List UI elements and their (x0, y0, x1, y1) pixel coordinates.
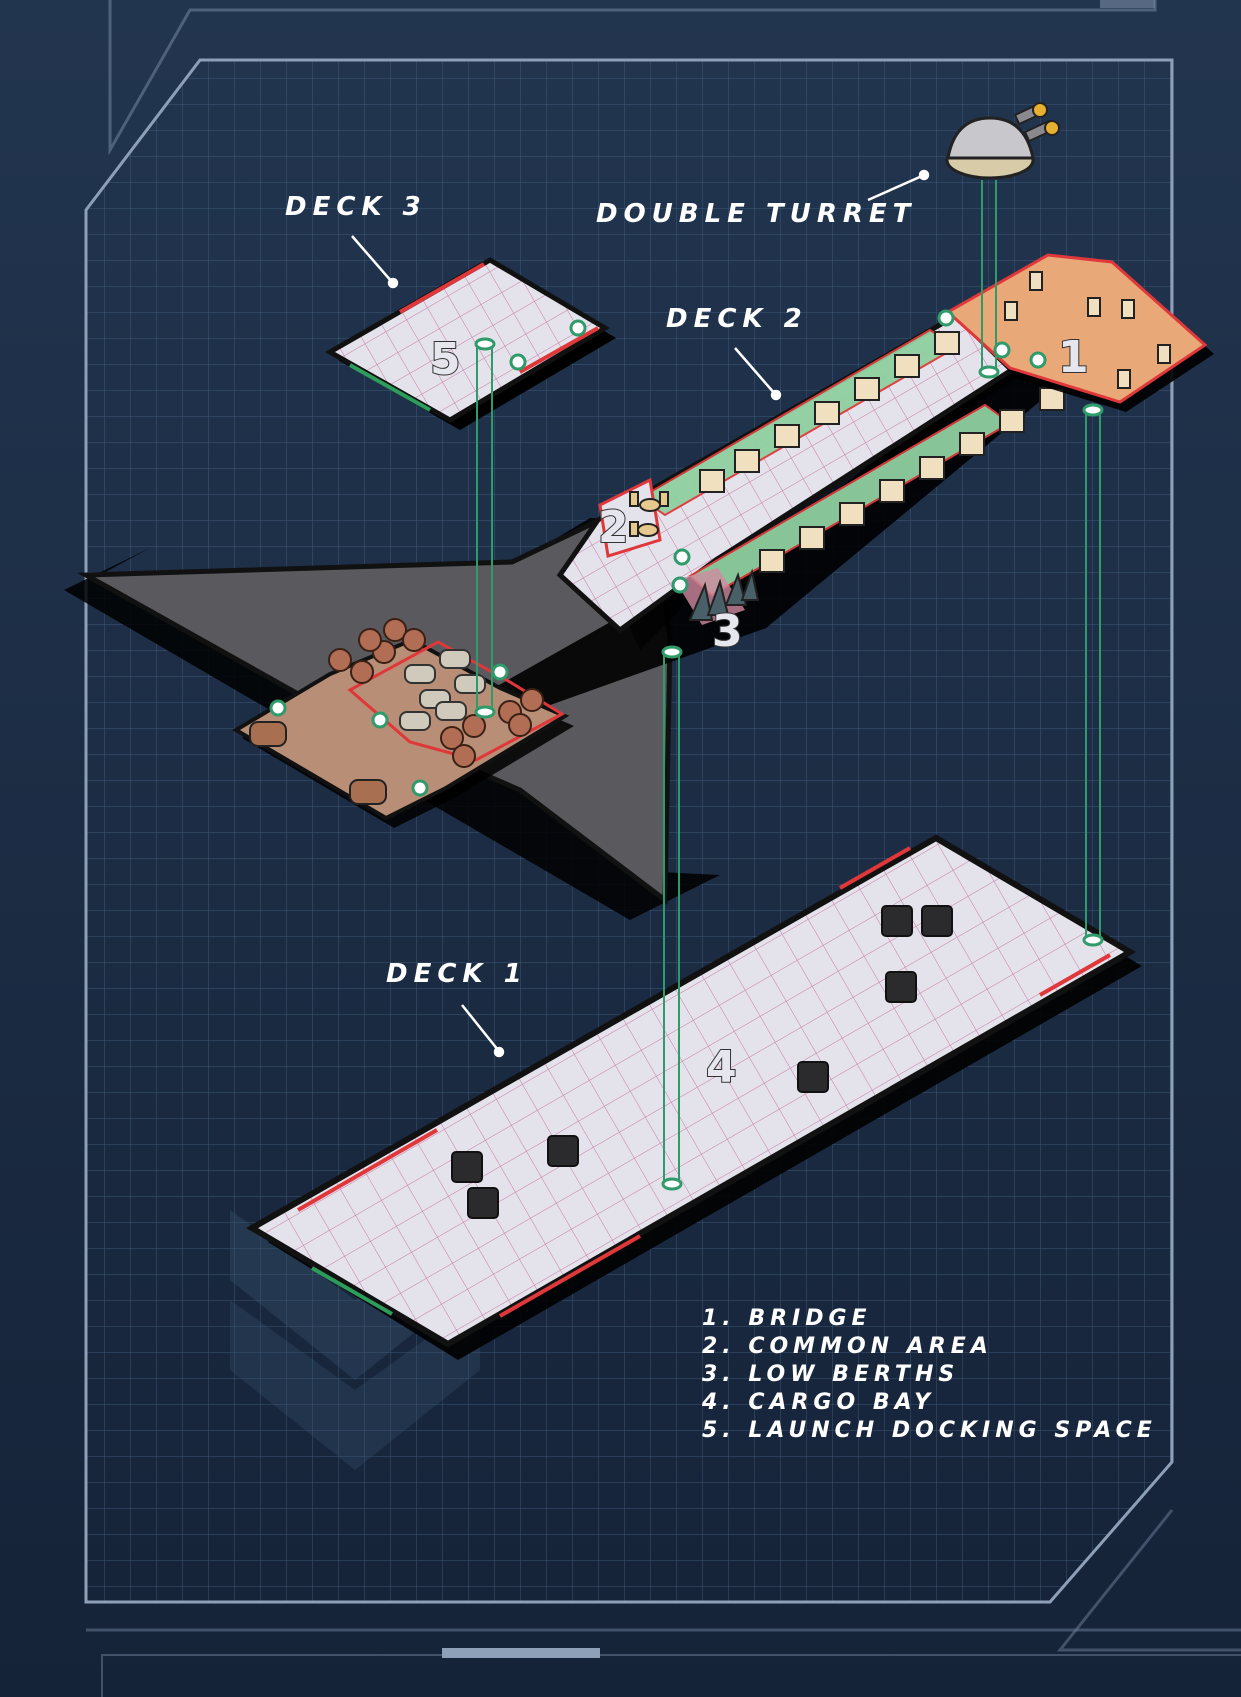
deck-3-label: DECK 3 (285, 192, 427, 222)
legend-item-common-area: 2. COMMON AREA (702, 1334, 993, 1359)
legend-item-bridge: 1. BRIDGE (702, 1306, 872, 1331)
bunks (699, 331, 1065, 573)
deck-2-label: DECK 2 (666, 304, 808, 334)
frame-tab (1100, 0, 1155, 8)
legend: 1. BRIDGE 2. COMMON AREA 3. LOW BERTHS 4… (701, 1306, 1157, 1443)
frame-corner-br (1056, 1509, 1241, 1652)
thrusters (249, 721, 387, 805)
room-number-3: 3 (712, 606, 743, 657)
room-number-2: 2 (598, 502, 629, 553)
deck-1-label: DECK 1 (386, 959, 528, 989)
frame-bottom-tab (442, 1648, 600, 1658)
legend-item-cargo-bay: 4. CARGO BAY (701, 1390, 935, 1415)
elevator-shafts (476, 180, 1101, 1184)
cargo-crates (451, 905, 953, 1219)
deck-1 (246, 834, 1142, 1360)
callout-lines (351, 169, 930, 1058)
room-number-4: 4 (706, 1042, 737, 1093)
bridge-seats (1004, 271, 1171, 389)
double-turret (945, 102, 1060, 180)
double-turret-label: DOUBLE TURRET (596, 199, 916, 229)
legend-item-low-berths: 3. LOW BERTHS (702, 1362, 959, 1387)
common-area-seating (629, 491, 669, 537)
room-number-1: 1 (1058, 332, 1089, 383)
bridge-room (945, 253, 1208, 404)
low-berth-pods (688, 568, 760, 621)
chevron-decor-2 (230, 1300, 480, 1470)
cargo-canisters (399, 649, 486, 731)
deck-2 (64, 253, 1214, 920)
elevator-pads (269, 309, 1104, 1191)
fuel-tanks (328, 618, 544, 768)
frame-bottom-inner (101, 1654, 1241, 1697)
room-number-5: 5 (430, 334, 461, 385)
legend-item-launch-docking-space: 5. LAUNCH DOCKING SPACE (702, 1418, 1157, 1443)
